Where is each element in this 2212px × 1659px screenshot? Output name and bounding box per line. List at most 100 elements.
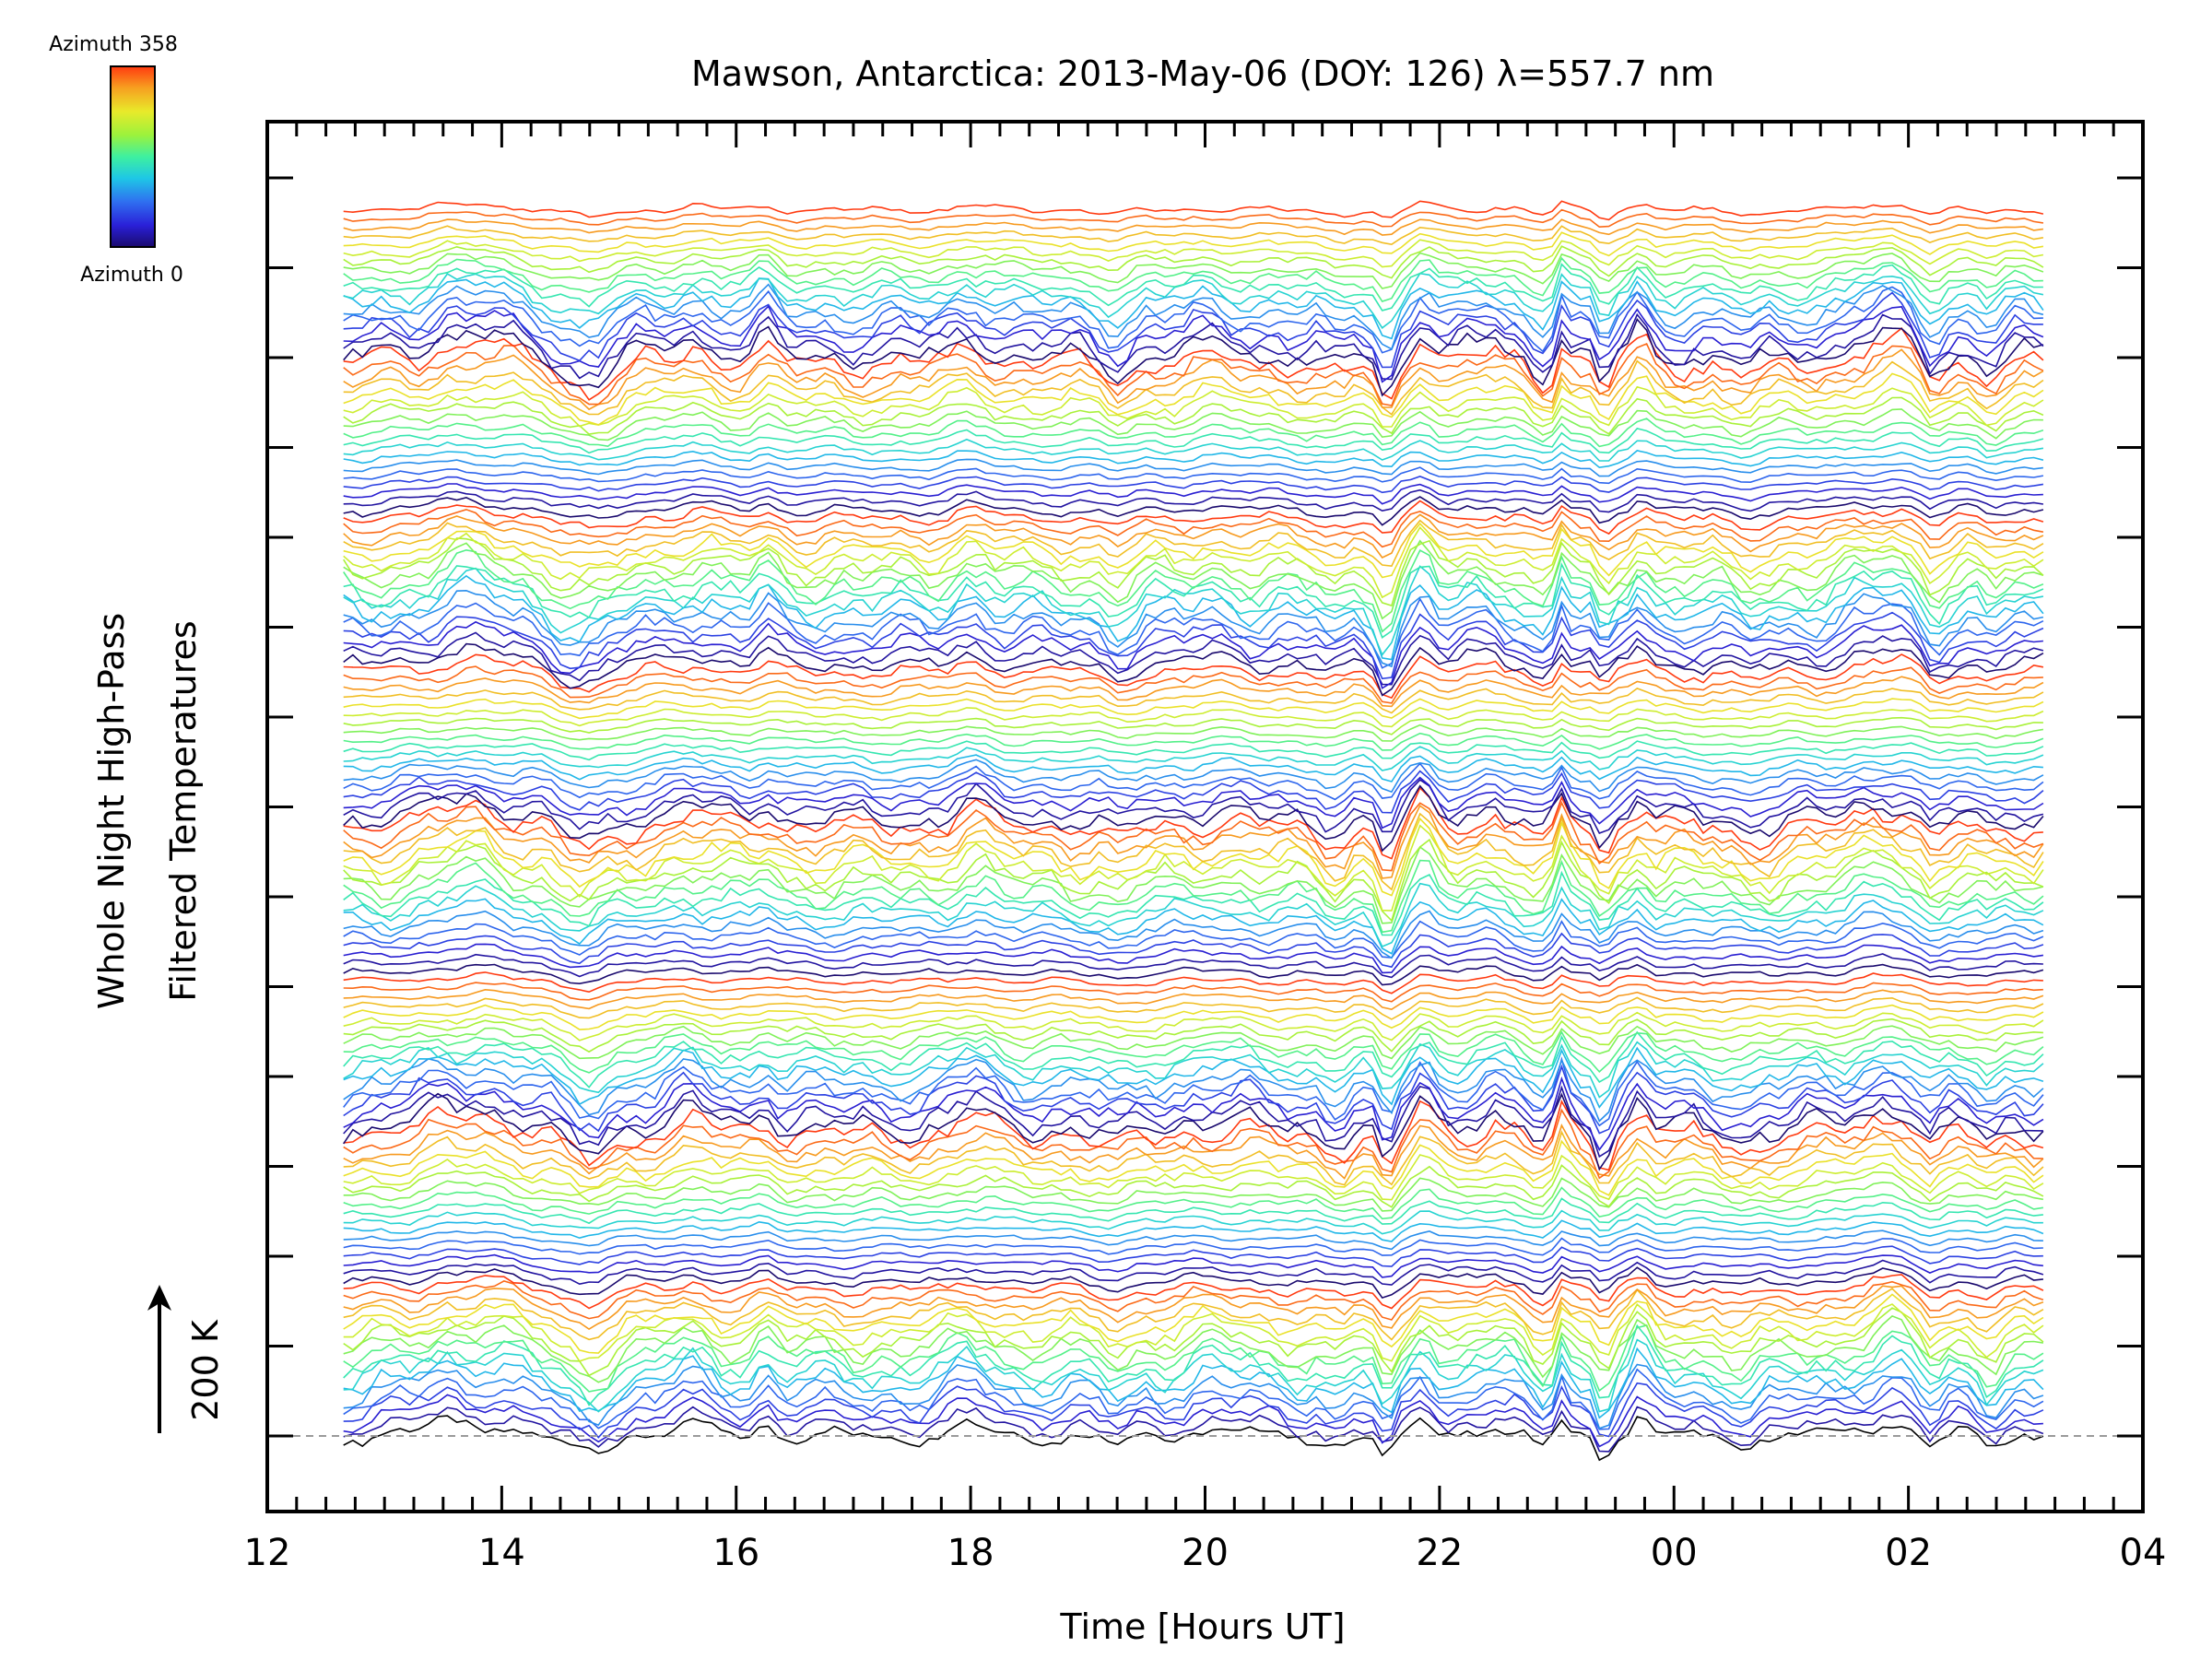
series-line bbox=[343, 1363, 2044, 1430]
y-axis-label-line1: Whole Night High-Pass bbox=[91, 613, 132, 1009]
series-line bbox=[343, 513, 2044, 559]
series-line bbox=[343, 1237, 2043, 1256]
series-line bbox=[343, 496, 2044, 526]
series-line bbox=[343, 817, 2044, 897]
series-line bbox=[343, 283, 2044, 350]
series-line bbox=[343, 256, 2043, 302]
series-line bbox=[343, 963, 2044, 986]
series-line bbox=[343, 1139, 2044, 1196]
series-line bbox=[343, 1177, 2044, 1212]
series-line bbox=[343, 239, 2044, 268]
x-tick-label: 00 bbox=[1651, 1532, 1698, 1574]
series-line bbox=[343, 996, 2044, 1020]
x-tick-label: 20 bbox=[1182, 1532, 1229, 1574]
series-line bbox=[343, 706, 2044, 728]
series-line bbox=[343, 327, 2044, 401]
y-axis-label-line2: Filtered Temperatures bbox=[163, 620, 204, 1001]
series-line bbox=[343, 1004, 2044, 1030]
series-line bbox=[343, 1303, 2044, 1362]
series-line bbox=[343, 1041, 2044, 1099]
series-line bbox=[343, 562, 2044, 639]
series-line bbox=[343, 1406, 2044, 1453]
series-line bbox=[343, 1025, 2044, 1060]
series-line bbox=[343, 200, 2044, 221]
x-tick-label: 18 bbox=[947, 1532, 994, 1574]
series-line bbox=[343, 882, 2044, 948]
colorbar-top-label: Azimuth 358 bbox=[49, 33, 178, 56]
series-line bbox=[343, 304, 2044, 383]
series-line bbox=[343, 525, 2044, 599]
series-line bbox=[343, 483, 2043, 505]
series-line bbox=[343, 428, 2044, 454]
series-line bbox=[343, 1085, 2043, 1159]
series-line bbox=[343, 1415, 2044, 1462]
series-line bbox=[343, 1186, 2044, 1220]
series-line bbox=[343, 1253, 2043, 1278]
scale-arrow-head bbox=[147, 1285, 171, 1311]
series-line bbox=[343, 971, 2043, 994]
series-line bbox=[343, 838, 2044, 923]
series-line bbox=[343, 812, 2044, 891]
series-line bbox=[343, 1324, 2044, 1393]
series-line bbox=[343, 1382, 2044, 1439]
x-tick-label: 02 bbox=[1885, 1532, 1932, 1574]
series-line bbox=[343, 1064, 2044, 1135]
series-line bbox=[343, 488, 2044, 513]
series-line bbox=[343, 1368, 2044, 1430]
series-line bbox=[343, 1314, 2044, 1383]
series-line bbox=[343, 1197, 2043, 1225]
series-line bbox=[343, 1324, 2044, 1406]
series-line bbox=[343, 1259, 2044, 1286]
series-line bbox=[343, 466, 2044, 485]
series-line bbox=[343, 665, 2043, 704]
series-line bbox=[343, 1266, 2043, 1300]
series-line bbox=[343, 982, 2043, 1003]
series-line bbox=[343, 286, 2043, 354]
series-line bbox=[343, 1130, 2044, 1186]
series-line bbox=[343, 779, 2044, 834]
series-line bbox=[343, 508, 2044, 548]
series-line bbox=[343, 1347, 2044, 1419]
series-line bbox=[343, 631, 2044, 686]
series-line bbox=[343, 522, 2044, 579]
series-line bbox=[343, 208, 2044, 229]
series-line bbox=[343, 953, 2043, 979]
series-line bbox=[343, 1056, 2044, 1127]
scale-label: 200 K bbox=[185, 1319, 226, 1421]
series-line bbox=[343, 565, 2044, 656]
series-line bbox=[343, 1030, 2044, 1088]
series-line bbox=[343, 1108, 2043, 1180]
series-line bbox=[343, 476, 2044, 494]
series-line bbox=[343, 1076, 2044, 1151]
x-tick-label: 04 bbox=[2120, 1532, 2167, 1574]
series-line bbox=[343, 263, 2043, 312]
series-line bbox=[343, 1274, 2044, 1310]
series-line bbox=[343, 642, 2044, 697]
series-line bbox=[343, 1245, 2043, 1267]
x-axis-label: Time [Hours UT] bbox=[1059, 1606, 1345, 1647]
series-line bbox=[343, 372, 2044, 426]
series-line bbox=[343, 1209, 2043, 1235]
series-line bbox=[343, 754, 2043, 782]
series-line bbox=[343, 500, 2044, 535]
series-line bbox=[343, 418, 2044, 448]
chart-title: Mawson, Antarctica: 2013-May-06 (DOY: 12… bbox=[691, 53, 1714, 94]
series-line bbox=[343, 698, 2044, 720]
series-line bbox=[343, 597, 2044, 669]
series-line bbox=[343, 574, 2044, 661]
series-line bbox=[343, 786, 2043, 860]
series-line bbox=[343, 231, 2044, 257]
series-line bbox=[343, 1100, 2044, 1171]
series-line bbox=[343, 291, 2043, 369]
series-line bbox=[343, 1288, 2044, 1341]
series-line bbox=[343, 1394, 2043, 1448]
series-line bbox=[343, 385, 2044, 428]
series-line bbox=[343, 676, 2044, 708]
series-line bbox=[343, 762, 2044, 801]
series-line bbox=[343, 277, 2044, 340]
series-line bbox=[343, 746, 2044, 771]
series-line bbox=[343, 537, 2044, 607]
series-line bbox=[343, 845, 2044, 924]
series-line bbox=[343, 898, 2044, 955]
series-line bbox=[343, 245, 2044, 279]
